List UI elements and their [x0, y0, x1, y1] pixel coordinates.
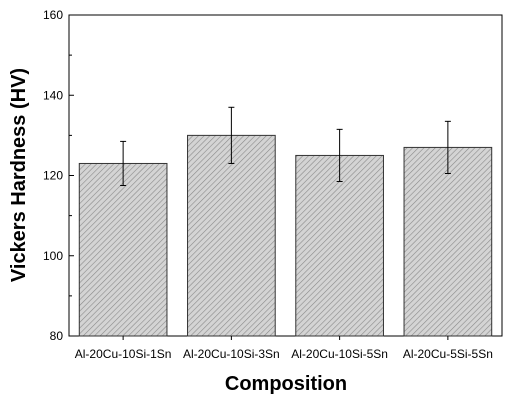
x-tick-label-2: Al-20Cu-10Si-3Sn [183, 347, 280, 361]
y-tick-label-100: 100 [43, 249, 63, 263]
x-tick-label-4: Al-20Cu-5Si-5Sn [403, 347, 493, 361]
y-tick-label-80: 80 [50, 329, 64, 343]
bar-2 [187, 134, 276, 337]
x-tick-label-3: Al-20Cu-10Si-5Sn [291, 347, 388, 361]
error-bar-2 [228, 106, 235, 164]
y-tick-label-120: 120 [43, 169, 63, 183]
bar-3 [295, 154, 384, 337]
bar-1 [78, 162, 168, 337]
error-bar-1 [120, 140, 127, 187]
error-bar-3 [336, 128, 343, 183]
y-tick-label-140: 140 [43, 88, 63, 102]
x-tick-label-1: Al-20Cu-10Si-1Sn [75, 347, 172, 361]
x-axis: Al-20Cu-10Si-1Sn Al-20Cu-10Si-3Sn Al-20Cu-… [75, 336, 493, 361]
y-tick-label-160: 160 [43, 8, 63, 22]
plot-area [68, 14, 503, 337]
error-bar-4 [444, 120, 451, 174]
bar-4 [403, 146, 493, 337]
y-axis-title: Vickers Hardness (HV) [8, 68, 30, 282]
x-axis-title: Composition [225, 373, 347, 395]
y-axis: 80 100 120 140 160 [43, 8, 74, 343]
